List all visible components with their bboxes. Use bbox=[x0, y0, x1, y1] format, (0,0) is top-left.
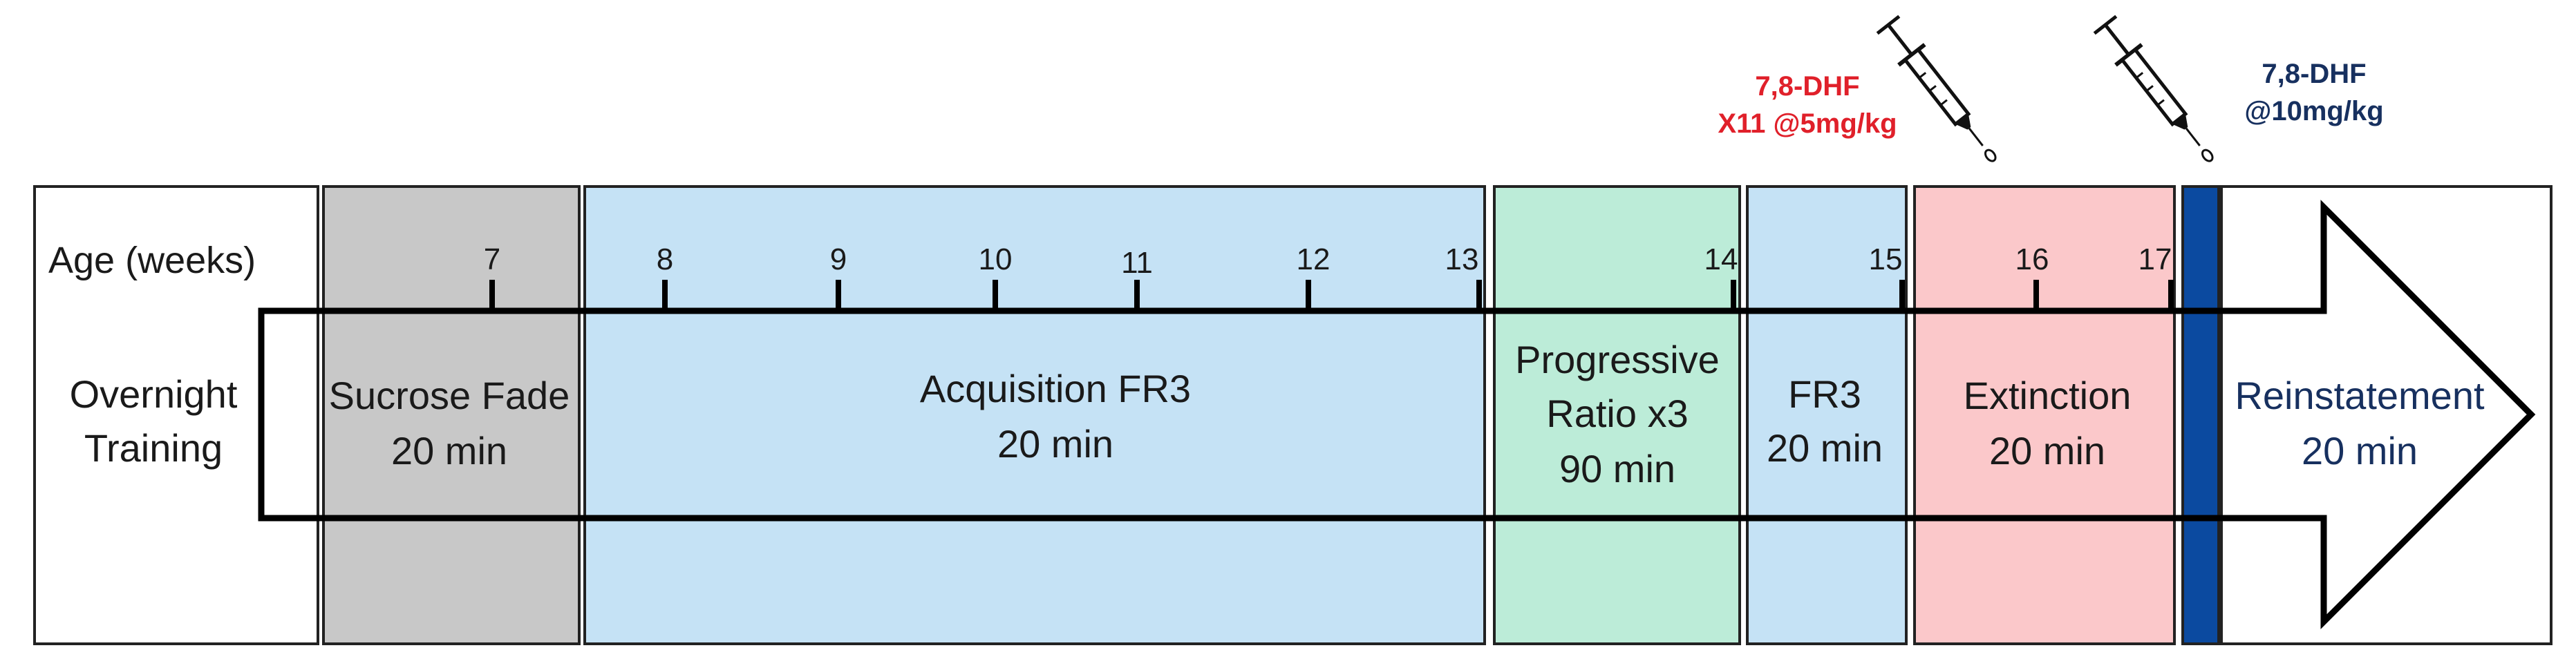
progressive-label-line1: Progressive bbox=[1515, 338, 1720, 381]
extinction-label-line1: Extinction bbox=[1964, 374, 2132, 417]
axis-label: Age (weeks) bbox=[48, 240, 256, 281]
segment-reinstatement bbox=[2220, 185, 2553, 645]
progressive-label-line3: 90 min bbox=[1559, 447, 1675, 490]
reinstatement-label-line2: 20 min bbox=[2302, 429, 2418, 473]
extinction-drug-line2: X11 @5mg/kg bbox=[1718, 108, 1897, 139]
acquisition-label-line1: Acquisition FR3 bbox=[920, 367, 1191, 410]
tick-label-13: 13 bbox=[1445, 242, 1479, 276]
tick-label-15: 15 bbox=[1869, 242, 1903, 276]
segment-progressive-ratio bbox=[1493, 185, 1741, 645]
sucrose-label-line1: Sucrose Fade bbox=[329, 374, 570, 417]
sucrose-label-line2: 20 min bbox=[391, 429, 507, 473]
drug-bar bbox=[2181, 185, 2220, 645]
fr3-label-line1: FR3 bbox=[1788, 372, 1861, 416]
syringe-icon bbox=[1876, 15, 1997, 162]
segment-fr3 bbox=[1746, 185, 1908, 645]
overnight-label-line2: Training bbox=[84, 426, 223, 470]
segment-sucrose-fade bbox=[322, 185, 581, 645]
tick-label-16: 16 bbox=[2015, 242, 2049, 276]
tick-label-8: 8 bbox=[657, 242, 673, 276]
extinction-label-line2: 20 min bbox=[1989, 429, 2105, 473]
syringe-icon bbox=[2093, 15, 2214, 162]
segment-extinction bbox=[1913, 185, 2176, 645]
tick-label-7: 7 bbox=[484, 242, 500, 276]
timeline-arrow bbox=[258, 200, 2536, 629]
segment-acquisition bbox=[583, 185, 1486, 645]
tick-label-17: 17 bbox=[2138, 242, 2172, 276]
reinstatement-drug-line1: 7,8-DHF bbox=[2262, 59, 2366, 89]
overnight-label-line1: Overnight bbox=[70, 372, 238, 416]
tick-label-11: 11 bbox=[1121, 246, 1153, 280]
tick-label-9: 9 bbox=[830, 242, 847, 276]
reinstatement-label-line1: Reinstatement bbox=[2235, 374, 2485, 417]
tick-label-10: 10 bbox=[979, 242, 1013, 276]
axis-ticks bbox=[489, 280, 2174, 309]
acquisition-label-line2: 20 min bbox=[997, 422, 1113, 466]
fr3-label-line2: 20 min bbox=[1767, 426, 1883, 470]
tick-label-14: 14 bbox=[1704, 242, 1738, 276]
segment-overnight bbox=[33, 185, 319, 645]
extinction-drug-line1: 7,8-DHF bbox=[1755, 71, 1859, 102]
reinstatement-drug-line2: @10mg/kg bbox=[2244, 96, 2383, 126]
progressive-label-line2: Ratio x3 bbox=[1546, 392, 1688, 435]
tick-label-12: 12 bbox=[1297, 242, 1331, 276]
